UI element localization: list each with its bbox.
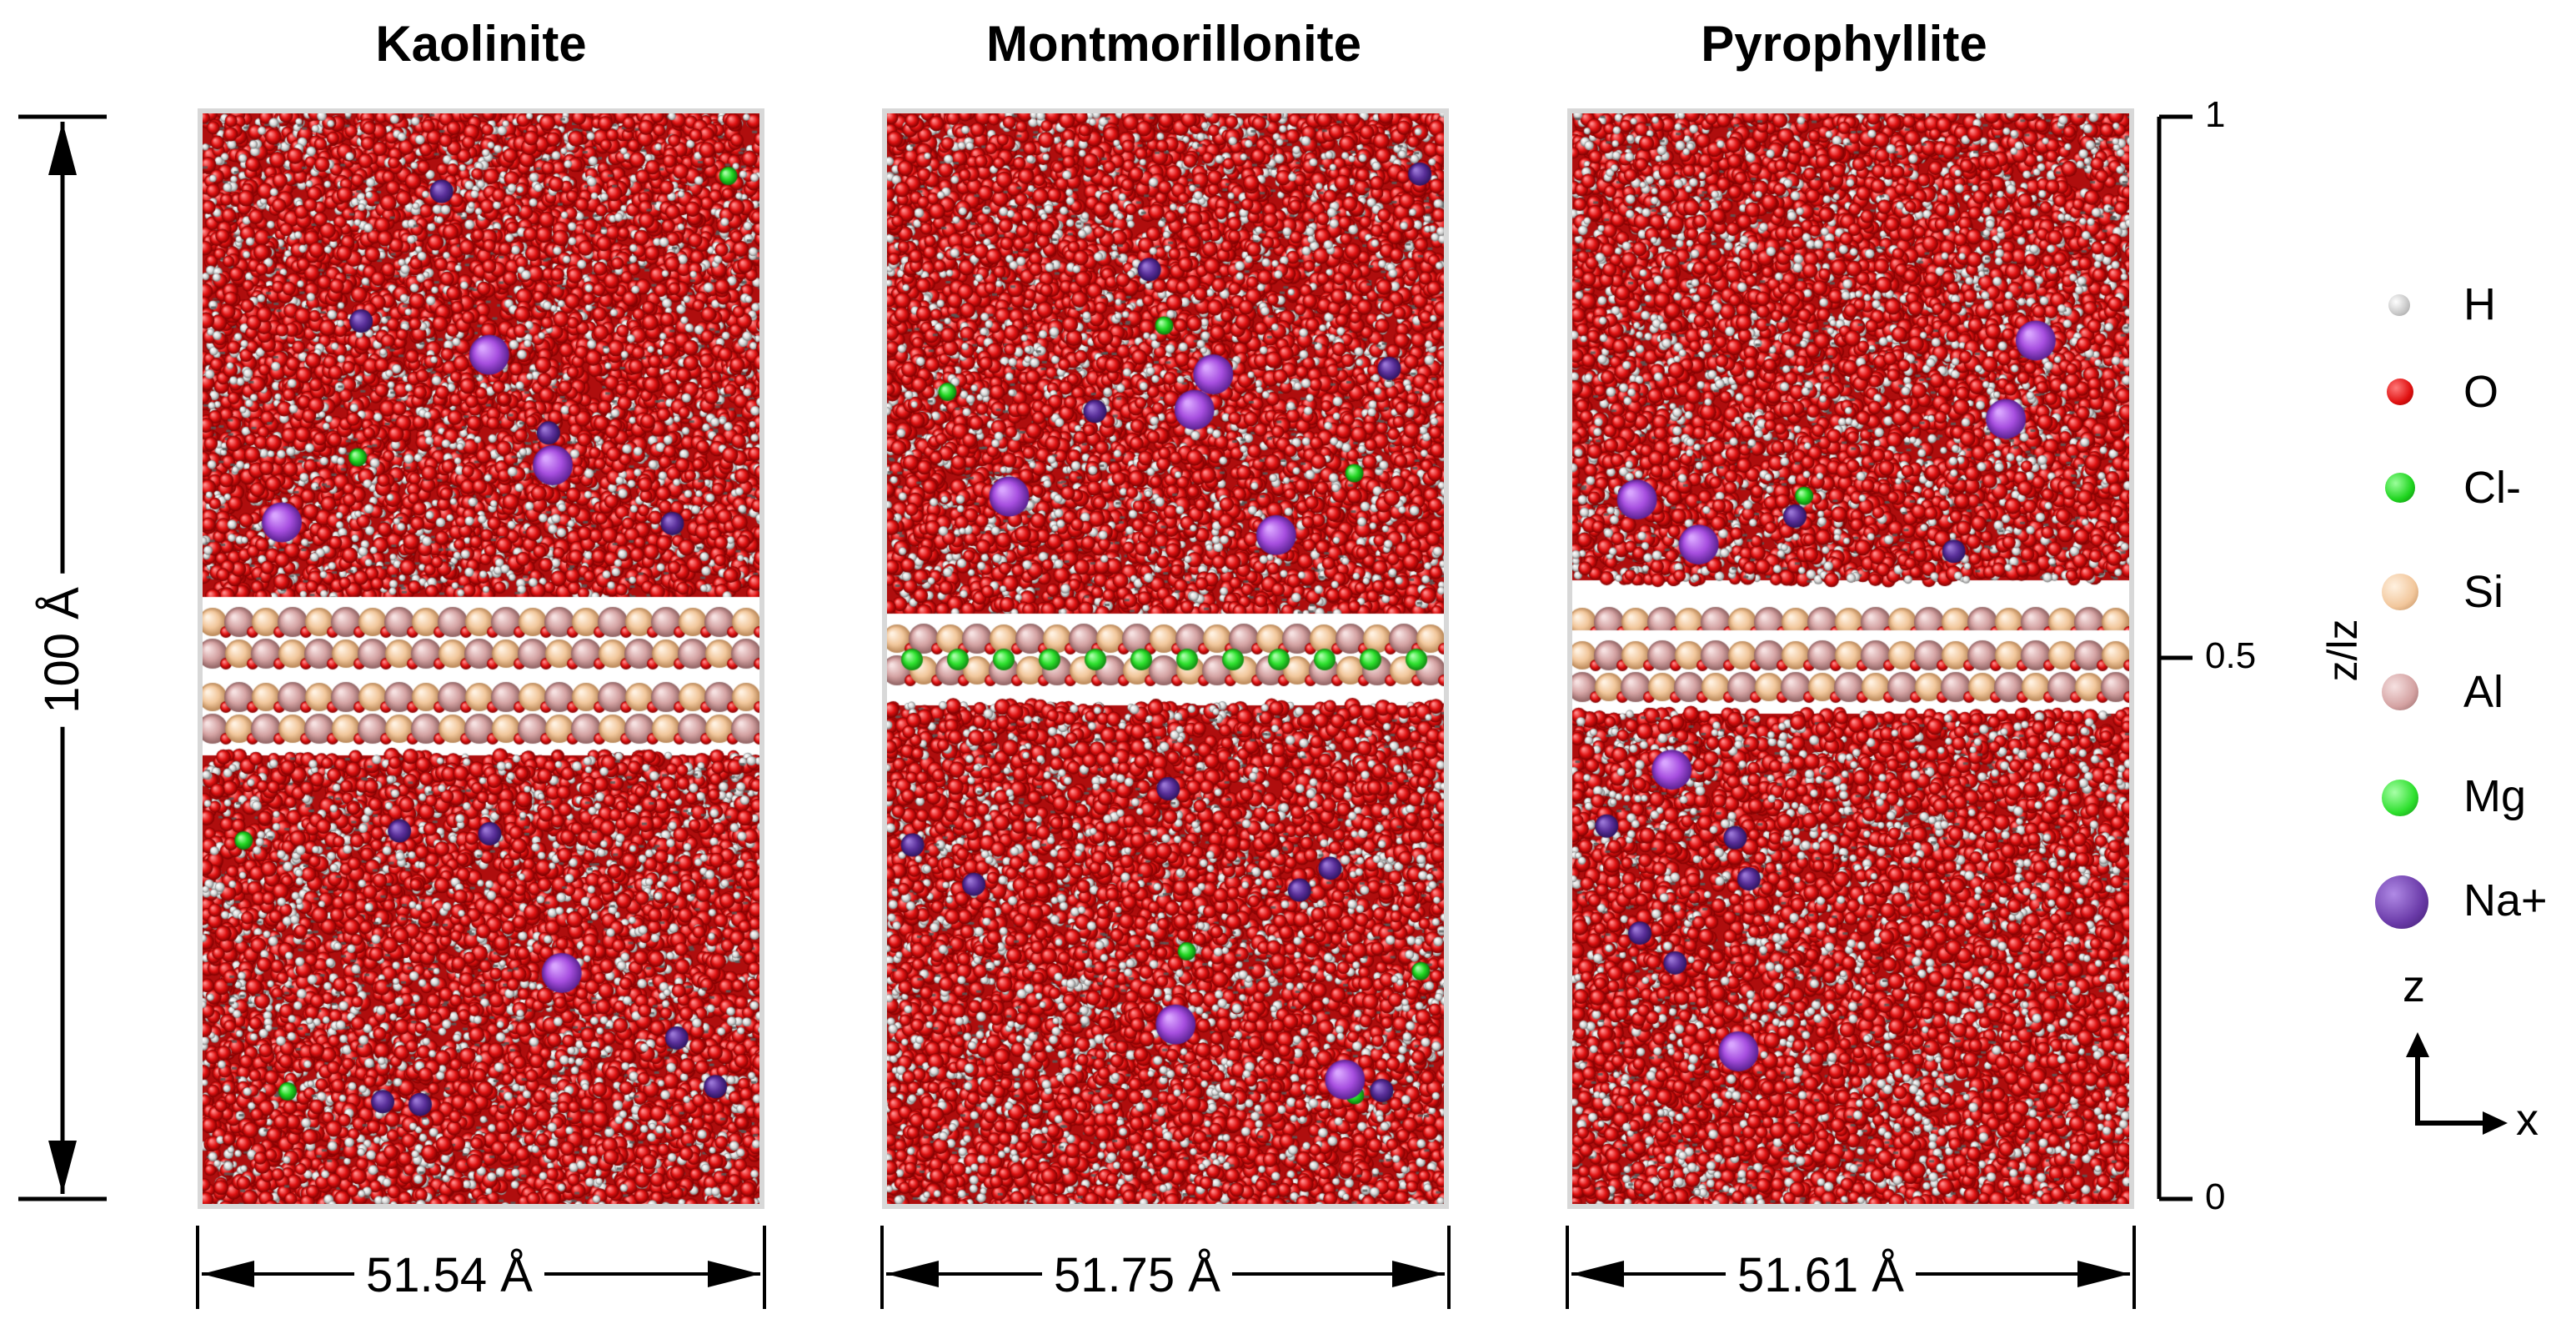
aluminum-atom-icon	[2382, 674, 2418, 710]
axes-icon-x-label: x	[2516, 1095, 2538, 1145]
z-axis-label-0.5: 0.5	[2205, 635, 2257, 676]
simulation-box-montmorillonite	[882, 108, 1449, 1209]
legend-label-na: Na+	[2463, 875, 2548, 925]
legend-label-o: O	[2463, 367, 2499, 417]
molecular-render-pyrophyllite	[1572, 113, 2129, 1204]
legend-item-o: O	[2380, 359, 2547, 425]
sodium-atom-icon	[2375, 875, 2428, 929]
panel-title-pyrophyllite: Pyrophyllite	[1701, 16, 1987, 72]
legend-item-cl: Cl-	[2380, 454, 2547, 521]
z-axis-label-0: 0	[2205, 1176, 2226, 1217]
legend-label-al: Al	[2463, 667, 2504, 717]
panel-title-kaolinite: Kaolinite	[375, 16, 587, 72]
panel-title-montmorillonite: Montmorillonite	[986, 16, 1361, 72]
molecular-render-kaolinite	[203, 113, 759, 1204]
hydrogen-atom-icon	[2388, 294, 2410, 316]
legend-label-mg: Mg	[2463, 771, 2527, 821]
simulation-box-pyrophyllite	[1567, 108, 2134, 1209]
legend-item-mg: Mg	[2380, 763, 2547, 830]
width-label-kaolinite: 51.54 Å	[354, 1246, 544, 1305]
molecular-render-montmorillonite	[887, 113, 1444, 1204]
silicon-atom-icon	[2382, 574, 2418, 610]
magnesium-atom-icon	[2382, 780, 2418, 816]
legend-item-na: Na+	[2375, 867, 2548, 934]
legend-item-al: Al	[2380, 659, 2547, 725]
oxygen-atom-icon	[2387, 379, 2413, 405]
legend-label-h: H	[2463, 279, 2496, 329]
legend-label-cl: Cl-	[2463, 463, 2521, 513]
axes-icon-z-label: z	[2403, 961, 2425, 1011]
legend-item-si: Si	[2380, 559, 2547, 625]
height-label: 100 Å	[33, 574, 92, 727]
width-label-montmorillonite: 51.75 Å	[1042, 1246, 1232, 1305]
legend-label-si: Si	[2463, 567, 2504, 617]
height-arrowhead-bottom	[48, 1141, 77, 1194]
height-arrowhead-top	[48, 122, 77, 175]
z-axis-label-1: 1	[2205, 94, 2226, 135]
simulation-box-kaolinite	[198, 108, 764, 1209]
chloride-atom-icon	[2385, 473, 2415, 503]
legend-item-h: H	[2380, 271, 2547, 338]
z-axis-title: z/lz	[2319, 619, 2366, 682]
width-label-pyrophyllite: 51.61 Å	[1726, 1246, 1916, 1305]
